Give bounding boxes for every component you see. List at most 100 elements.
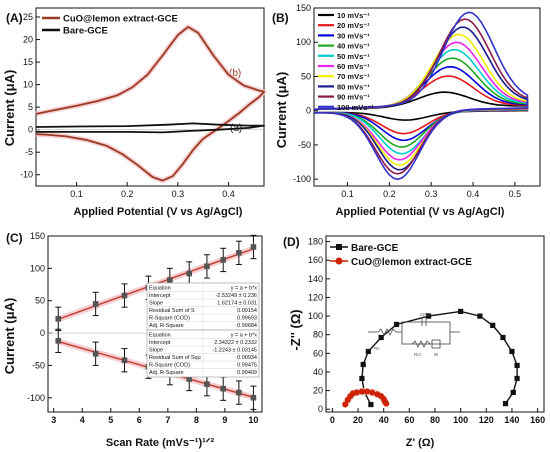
panel-d-legend-label: Bare-GCE (351, 243, 399, 254)
panel-c-data-point (121, 357, 128, 364)
panel-a-plot-frame (35, 7, 265, 187)
panel-d-x-tick-label: 100 (453, 415, 468, 425)
panel-a-y-tick-label: 10 (23, 80, 33, 90)
panel-d-data-point (365, 348, 371, 355)
panel-c-fit-table-key: Adj. R-Square (149, 370, 184, 376)
circuit-label: Rct (414, 352, 421, 357)
panel-c-data-point (186, 270, 193, 277)
panel-a-y-tick-label: 5 (28, 102, 33, 112)
panel-b-label: (B) (272, 11, 289, 25)
panel-b-ylabel: Current (μA) (274, 72, 289, 149)
panel-b-y-tick-label: -100 (293, 174, 311, 184)
panel-d-data-point (364, 388, 371, 395)
panel-a-xlabel: Applied Potential (V vs Ag/AgCl) (74, 206, 243, 218)
panel-a-x-tick-label: 0.3 (172, 189, 185, 199)
panel-c-fit-table-value: 0.00934 (237, 355, 257, 361)
panel-c-fit-table-key: Residual Sum of Squ (149, 355, 201, 361)
circuit-resistor (411, 340, 431, 348)
panel-c-y-tick-label: 50 (35, 296, 45, 306)
panel-a-y-tick-label: 20 (23, 35, 33, 45)
panel-c-fit-table-key: Slope (149, 348, 163, 354)
panel-d: (D) Z' (Ω) -Z'' (Ω) 0 20 40 60 80 100 120 140 16… (283, 235, 545, 449)
panel-c-fit-table-value: 0.99693 (237, 316, 257, 322)
panel-c-data-point (92, 350, 99, 357)
panel-b-y-tick-label: 0 (306, 106, 311, 116)
panel-a-y-tick-label: 0 (28, 125, 33, 135)
panel-c-x-tick-label: 9 (222, 415, 227, 425)
panel-c-y-tick-label: -50 (32, 360, 45, 370)
panel-c-data-point (167, 277, 173, 283)
panel-d-data-point (342, 401, 349, 408)
panel-c-data-point (204, 381, 210, 387)
panel-c: (C) Scan Rate (mVs⁻¹)¹ᐟ² Current (μA) 3 4… (2, 231, 263, 449)
panel-d-data-point (510, 389, 516, 396)
panel-c-plot-frame (47, 235, 263, 413)
panel-c-data-point (250, 244, 257, 250)
panel-c-data-point (204, 263, 210, 270)
panel-a-y-tick-label: 25 (23, 12, 33, 22)
panel-c-y-tick-label: 150 (30, 231, 45, 241)
panel-b-legend-label: 10 mVs⁻¹ (337, 11, 370, 20)
panel-d-x-tick-label: 20 (353, 415, 363, 425)
panel-c-data-point (250, 394, 257, 401)
panel-c-y-tick-label: 100 (30, 263, 45, 273)
panel-c-fit-table-value: -1.2243 ± 0.03145 (212, 348, 257, 354)
panel-c-fit-table-key: Equation (149, 286, 171, 292)
panel-d-y-tick-label: 0 (318, 404, 323, 414)
panel-a-x-tick-label: 0.2 (121, 189, 134, 199)
panel-c-x-tick-label: 10 (248, 415, 258, 425)
panel-d-x-tick-label: 60 (404, 415, 414, 425)
panel-b-y-tick-label: 150 (296, 3, 311, 13)
panel-c-fit-table-value: 0.99475 (237, 363, 257, 369)
panel-c-fit-table-value: -2.53249 ± 0.236 (215, 293, 257, 299)
panel-c-y-tick-label: 0 (40, 328, 45, 338)
panel-b-legend-label: 30 mVs⁻¹ (337, 31, 370, 40)
panel-b-series-line (313, 11, 529, 181)
panel-b-legend-label: 60 mVs⁻¹ (337, 62, 370, 71)
panel-c-data-point (220, 385, 226, 392)
panel-d-x-tick-label: 140 (504, 415, 519, 425)
panel-a-series-line (35, 26, 265, 182)
panel-c-fit-table-key: Residual Sum of S (149, 308, 195, 314)
panel-d-data-point (383, 400, 390, 407)
panel-b-legend-label: 40 mVs⁻¹ (337, 42, 370, 51)
panel-d-y-tick-label: 180 (308, 237, 323, 247)
panel-b-y-tick-label: -50 (298, 140, 311, 150)
panel-c-data-point (55, 316, 62, 322)
panel-c-x-tick-label: 5 (108, 415, 113, 425)
panel-d-y-tick-label: 60 (313, 348, 323, 358)
panel-c-ylabel: Current (μA) (2, 298, 17, 375)
panel-d-x-tick-label: 0 (330, 415, 335, 425)
panel-d-data-point (502, 401, 509, 407)
panel-a-series-line (35, 122, 265, 134)
panel-b-plot-frame (313, 7, 541, 187)
panel-d-data-point (514, 375, 520, 382)
panel-d-y-tick-label: 120 (308, 292, 323, 302)
panel-c-fit-table-value: y = a + b*x (231, 286, 258, 292)
panel-a-annotation-b: (b) (229, 68, 241, 79)
panel-c-data-point (186, 376, 193, 382)
panel-c-y-tick-label: -100 (27, 393, 45, 403)
panel-d-data-point (369, 389, 376, 396)
panel-a-series-glow (35, 24, 267, 184)
panel-c-data-point (121, 292, 128, 299)
panel-b: (B) Applied Potential (V vs Ag/AgCl) Cur… (272, 3, 541, 218)
panel-d-data-point (368, 401, 374, 408)
panel-d-legend-marker (336, 244, 342, 250)
panel-c-fit-table-key: Intercept (149, 340, 171, 346)
panel-c-fit-table-value: 0.09154 (237, 308, 257, 314)
circuit-label: W (434, 352, 439, 357)
panel-b-y-tick-label: 100 (296, 37, 311, 47)
panel-c-fit-table-key: R-Square (COD) (149, 363, 190, 369)
panel-a-y-tick-label: -10 (20, 170, 33, 180)
panel-c-fit-table-key: Slope (149, 301, 163, 307)
panel-b-xlabel: Applied Potential (V vs Ag/AgCl) (336, 206, 505, 218)
panel-c-x-tick-label: 6 (137, 415, 142, 425)
panel-a: (A) (b) (a) Applied Potential (V vs Ag/A… (2, 7, 267, 218)
panel-d-label: (D) (283, 235, 300, 249)
panel-a-x-tick-label: 0.1 (70, 189, 83, 199)
panel-c-x-tick-label: 4 (80, 415, 85, 425)
panel-d-x-tick-label: 120 (479, 415, 494, 425)
panel-d-data-point (353, 389, 360, 396)
panel-d-y-tick-label: 40 (313, 367, 323, 377)
